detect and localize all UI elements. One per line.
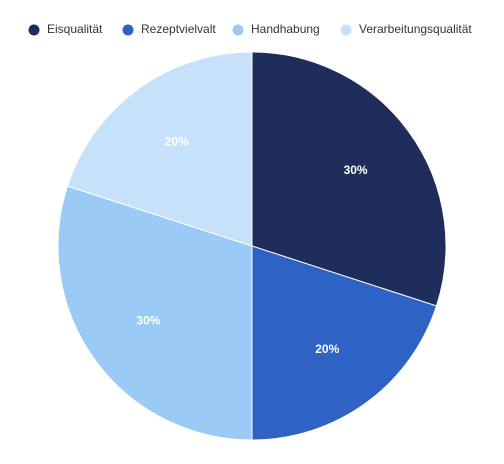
slice-label-1: 20% <box>315 342 339 356</box>
pie-slice-1 <box>251 245 438 441</box>
slice-labels: 30% 20% 30% 20% <box>136 135 368 356</box>
legend: Eisqualität Rezeptvielvalt Handhabung Verar… <box>28 22 472 36</box>
pie-slice-2 <box>57 185 253 441</box>
slice-label-3: 20% <box>165 135 189 149</box>
pie-slices <box>57 51 447 441</box>
legend-label-2: Handhabung <box>251 22 320 36</box>
slice-label-0: 30% <box>344 163 368 177</box>
legend-label-0: Eisqualität <box>47 22 103 36</box>
legend-item-0: Eisqualität <box>28 22 103 36</box>
legend-label-1: Rezeptvielvalt <box>141 22 216 36</box>
legend-item-2: Handhabung <box>232 22 320 36</box>
legend-marker-3 <box>340 24 352 36</box>
legend-marker-2 <box>232 24 244 36</box>
slice-label-2: 30% <box>136 313 160 327</box>
legend-item-1: Rezeptvielvalt <box>122 22 216 36</box>
legend-marker-1 <box>122 24 134 36</box>
legend-marker-0 <box>28 24 40 36</box>
legend-label-3: Verarbeitungsqualität <box>359 22 472 36</box>
pie-slice-3 <box>66 51 253 247</box>
legend-item-3: Verarbeitungsqualität <box>340 22 472 36</box>
pie-slice-0 <box>251 51 447 307</box>
